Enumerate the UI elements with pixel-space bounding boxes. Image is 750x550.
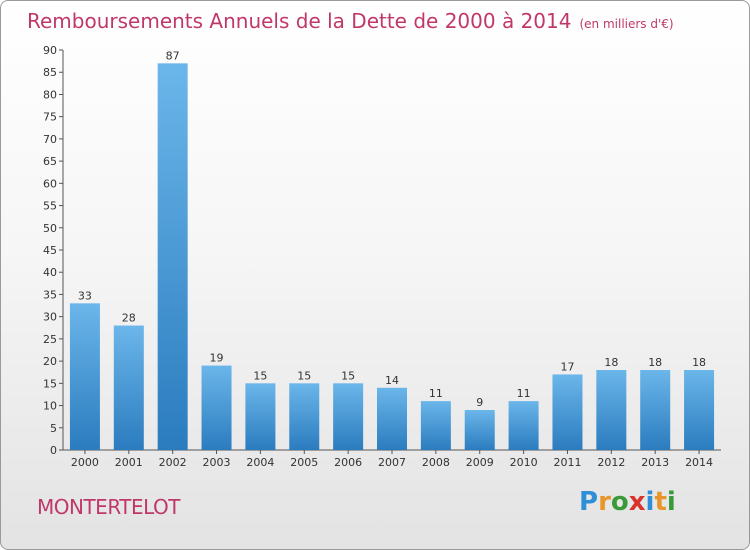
y-tick-label: 30 [43,311,57,324]
y-tick-label: 80 [43,88,57,101]
bar-value-label: 28 [122,312,136,325]
y-tick-label: 60 [43,177,57,190]
bar-value-label: 17 [560,360,574,373]
y-tick-label: 35 [43,288,57,301]
y-tick-label: 70 [43,133,57,146]
chart-bars: 33 28 87 19 15 15 15 14 11 9 11 17 18 18 18 [69,49,715,450]
x-tick-label: 2000 [71,456,99,469]
x-tick-label: 2006 [334,456,362,469]
y-tick-label: 75 [43,111,57,124]
bar-value-label: 11 [517,387,531,400]
x-tick-label: 2005 [290,456,318,469]
bar-value-label: 33 [78,289,92,302]
y-tick-label: 55 [43,200,57,213]
bar-value-label: 18 [648,356,662,369]
chart-axes: 0 5 10 15 20 25 30 35 40 45 50 55 60 65 70 75 80 85 90 2000… [43,44,721,469]
logo-letter: i [645,487,655,517]
x-tick-label: 2002 [159,456,187,469]
bar [377,387,407,450]
x-tick-label: 2010 [510,456,538,469]
bar-value-label: 15 [341,369,355,382]
logo-letter: x [628,487,646,517]
bar-value-label: 14 [385,374,399,387]
bar-value-label: 18 [604,356,618,369]
bar-value-label: 87 [166,49,180,62]
bar [245,383,276,450]
y-tick-label: 45 [43,244,57,257]
x-tick-label: 2011 [553,456,581,469]
x-tick-label: 2003 [203,456,231,469]
logo-letter: t [654,487,667,517]
x-tick-label: 2012 [597,456,625,469]
chart-title-text: Remboursements Annuels de la Dette de 20… [27,9,572,33]
bar-value-label: 18 [692,356,706,369]
logo-letter: o [610,487,629,517]
bar [552,374,583,450]
y-tick-label: 65 [43,155,57,168]
y-tick-label: 5 [50,422,57,435]
y-tick-label: 20 [43,355,57,368]
bar [684,370,715,450]
y-tick-label: 15 [43,377,57,390]
bar [640,370,671,450]
bar [157,63,188,450]
commune-name: MONTERTELOT [37,495,181,519]
proxiti-logo: Proxiti [579,487,676,517]
bar [113,325,144,450]
y-tick-label: 40 [43,266,57,279]
bar-value-label: 19 [210,352,224,365]
x-tick-label: 2008 [422,456,450,469]
logo-letter: r [598,487,611,517]
bar [201,365,232,450]
chart-title: Remboursements Annuels de la Dette de 20… [27,9,674,33]
logo-letter: i [666,487,676,517]
x-tick-label: 2009 [466,456,494,469]
bar [508,401,539,450]
y-tick-label: 0 [50,444,57,457]
logo-letter: P [579,487,599,517]
y-tick-label: 25 [43,333,57,346]
x-tick-label: 2007 [378,456,406,469]
x-tick-label: 2013 [641,456,669,469]
bar-value-label: 11 [429,387,443,400]
bar [464,410,495,450]
x-tick-label: 2004 [246,456,274,469]
bar-value-label: 15 [297,369,311,382]
y-tick-label: 10 [43,400,57,413]
bar [69,303,100,450]
bar [420,401,451,450]
bar [289,383,320,450]
x-tick-label: 2001 [115,456,143,469]
bar [333,383,364,450]
x-tick-label: 2014 [685,456,713,469]
unit-note: (en milliers d'€) [579,17,674,31]
bar [596,370,627,450]
y-tick-label: 85 [43,66,57,79]
bar-value-label: 9 [476,396,483,409]
y-tick-label: 90 [43,44,57,57]
y-tick-label: 50 [43,222,57,235]
bar-value-label: 15 [253,369,267,382]
